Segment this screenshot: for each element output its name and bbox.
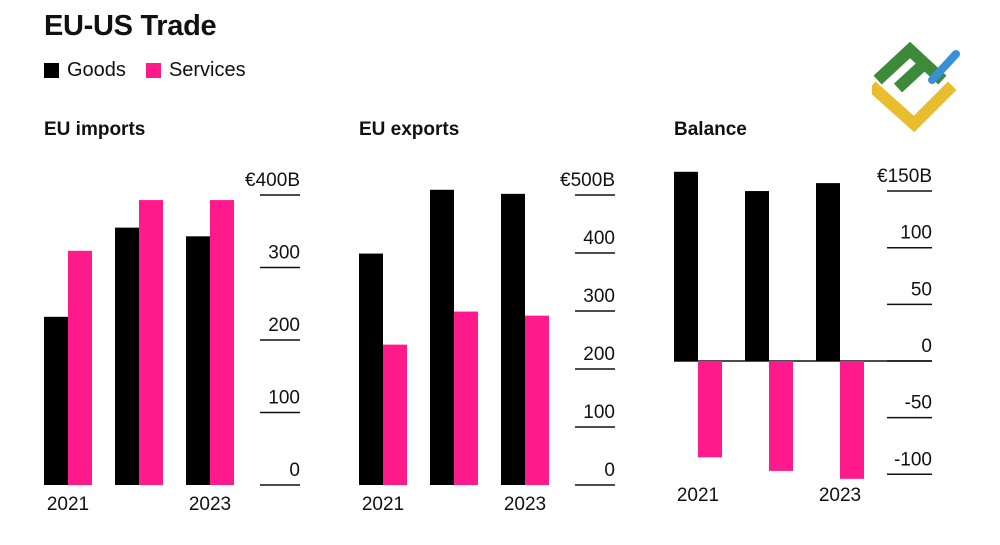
legend-label-goods: Goods [67, 59, 126, 81]
eu-imports-y-tick-label: 100 [268, 388, 300, 409]
chart-title: EU-US Trade [44, 10, 217, 42]
logo-blue-stroke [928, 50, 960, 84]
eu-imports-y-tick-label: 200 [268, 315, 300, 336]
eu-exports-y-tick-label: 200 [583, 344, 615, 365]
eu-exports-y-tick-label: 0 [604, 460, 615, 481]
eu-exports-bar-goods-2022 [430, 189, 454, 485]
legend-item-services: Services [145, 59, 246, 82]
balance-bar-services-2023 [840, 361, 864, 479]
balance-bar-services-2021 [698, 361, 722, 458]
eu-exports-bar-services-2021 [383, 344, 407, 485]
balance-y-tick-label: €150B [877, 166, 932, 187]
legend-item-goods: Goods [44, 59, 126, 82]
eu-exports-bar-goods-2021 [359, 253, 383, 485]
balance-y-tick-label: -50 [905, 393, 932, 414]
balance-x-tick-label: 2023 [819, 485, 861, 506]
eu-exports-x-tick-label: 2023 [504, 494, 546, 515]
eu-exports-y-tick-label: €500B [560, 170, 615, 191]
legend: Goods Services [44, 59, 266, 82]
eu-imports-x-tick-label: 2021 [47, 494, 89, 515]
balance-y-tick-label: 100 [900, 223, 932, 244]
balance-y-tick-label: 50 [911, 279, 932, 300]
eu-imports-bar-goods-2022 [115, 227, 139, 485]
eu-imports-y-tick-label: 300 [268, 243, 300, 264]
eu-imports-bar-goods-2021 [44, 316, 68, 485]
panel-title-balance: Balance [674, 119, 747, 140]
eu-exports-y-tick-label: 100 [583, 402, 615, 423]
eu-exports-bar-services-2022 [454, 311, 478, 485]
legend-label-services: Services [168, 59, 246, 81]
eu-imports-y-tick-label: 0 [289, 460, 300, 481]
eu-imports-bar-services-2021 [68, 250, 92, 485]
balance-y-tick-label: -100 [894, 449, 932, 470]
balance-x-tick-label: 2021 [677, 485, 719, 506]
panel-title-eu-exports: EU exports [359, 119, 460, 140]
eu-exports-y-tick-label: 300 [583, 286, 615, 307]
eu-exports-y-tick-label: 400 [583, 228, 615, 249]
eu-exports-bar-goods-2023 [501, 193, 525, 485]
eu-imports-y-tick-label: €400B [245, 170, 300, 191]
legend-swatch-services [145, 63, 161, 78]
balance-y-tick-label: 0 [921, 336, 932, 357]
eu-imports-bar-services-2022 [139, 200, 163, 485]
eu-exports-x-tick-label: 2021 [362, 494, 404, 515]
panel-title-eu-imports: EU imports [44, 119, 146, 140]
legend-swatch-goods [44, 63, 59, 78]
brand-logo [872, 41, 960, 132]
balance-bar-services-2022 [769, 361, 793, 471]
eu-imports-bar-goods-2023 [186, 236, 210, 485]
logo-green-stroke [893, 59, 929, 93]
logo-green-chevron [873, 41, 947, 85]
balance-bar-goods-2022 [745, 191, 769, 361]
eu-exports-bar-services-2023 [525, 315, 549, 485]
eu-imports-x-tick-label: 2023 [189, 494, 231, 515]
balance-bar-goods-2023 [816, 183, 840, 361]
logo-yellow-chevron [872, 81, 957, 132]
eu-imports-bar-services-2023 [210, 200, 234, 485]
balance-bar-goods-2021 [674, 171, 698, 361]
